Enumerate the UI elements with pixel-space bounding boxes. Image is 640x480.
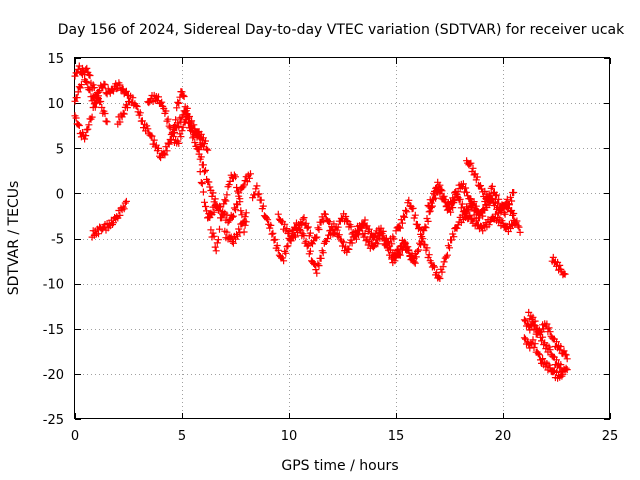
data-point-markers <box>274 210 398 250</box>
data-point-markers <box>249 182 419 277</box>
x-tick-label: 15 <box>388 429 405 444</box>
data-point-markers <box>388 210 524 282</box>
series-track-2 <box>71 94 111 143</box>
data-point-markers <box>88 197 130 241</box>
series-track-9 <box>204 170 254 226</box>
x-tick-label: 10 <box>281 429 298 444</box>
x-tick-labels: 0 5 10 15 20 25 <box>71 429 618 444</box>
data-point-markers <box>221 209 250 247</box>
data-point-markers <box>204 170 254 226</box>
series-track-17 <box>548 253 569 279</box>
y-axis-label: SDTVAR / TECUs <box>6 181 22 296</box>
y-tick-label: -10 <box>43 278 64 293</box>
series-track-10 <box>221 209 250 247</box>
axis-ticks <box>75 58 611 420</box>
y-tick-label: 15 <box>47 52 64 67</box>
y-tick-label: 10 <box>47 97 64 112</box>
y-tick-labels: -25 -20 -15 -10 -5 0 5 10 15 <box>43 52 64 428</box>
series-track-20 <box>525 308 567 376</box>
x-tick-label: 0 <box>71 429 79 444</box>
y-tick-label: 0 <box>56 187 64 202</box>
plot-area <box>74 57 610 419</box>
y-tick-label: -20 <box>43 368 64 383</box>
y-tick-label: -5 <box>51 233 64 248</box>
chart-title: Day 156 of 2024, Sidereal Day-to-day VTE… <box>58 22 625 38</box>
data-point-markers <box>463 157 496 206</box>
x-tick-label: 5 <box>178 429 186 444</box>
series-track-16 <box>463 157 496 206</box>
x-axis-label: GPS time / hours <box>281 458 398 474</box>
series-track-3 <box>71 64 102 105</box>
data-point-markers <box>169 88 207 151</box>
data-point-markers <box>71 64 102 105</box>
data-point-markers <box>525 308 567 376</box>
y-tick-label: -15 <box>43 323 64 338</box>
data-point-markers <box>71 94 111 143</box>
series-track-13 <box>388 210 524 282</box>
series-track-4 <box>88 197 130 241</box>
series-track-12 <box>274 210 398 250</box>
data-series <box>71 62 571 382</box>
data-point-markers <box>424 178 518 222</box>
series-track-15 <box>424 178 518 222</box>
series-track-7 <box>169 88 207 151</box>
grid <box>75 58 610 419</box>
y-tick-label: -25 <box>43 413 64 428</box>
x-tick-label: 20 <box>495 429 512 444</box>
x-tick-label: 25 <box>602 429 619 444</box>
series-track-11 <box>249 182 419 277</box>
y-tick-label: 5 <box>56 142 64 157</box>
data-point-markers <box>548 253 569 279</box>
